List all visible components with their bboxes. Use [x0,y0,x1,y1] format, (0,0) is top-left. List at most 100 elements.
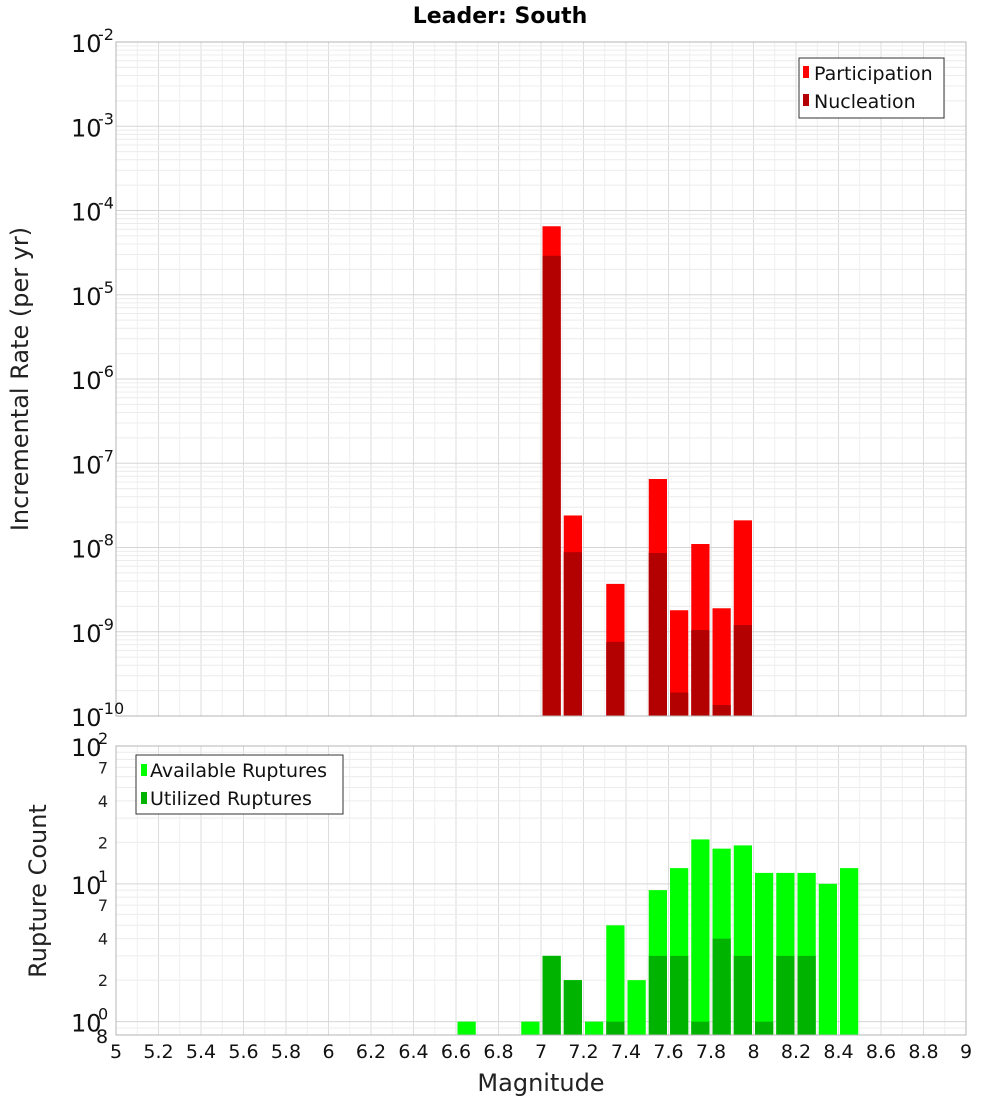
x-tick-label: 8.8 [908,1041,938,1063]
top-y-tick-exponent: -2 [98,25,114,44]
nucleation-bar [606,641,625,716]
utilized-ruptures-bar [712,938,731,1035]
top-y-tick-exponent: -3 [98,109,114,128]
bottom-legend-box [135,754,344,815]
available-ruptures-bar [521,1021,540,1035]
legend-swatch-nucleation [803,94,809,106]
utilized-ruptures-bar [755,1021,774,1035]
legend-swatch-available [141,764,147,776]
x-tick-label: 6.6 [441,1041,471,1063]
x-tick-label: 8.4 [823,1041,853,1063]
bottom-bars [457,839,859,1035]
utilized-ruptures-bar [670,955,689,1035]
x-tick-label: 7.6 [653,1041,683,1063]
nucleation-bar [542,255,561,716]
top-y-tick-exponent: -6 [98,362,114,381]
x-tick-label: 6.2 [356,1041,386,1063]
top-y-tick-label: 10 [71,30,102,58]
top-y-tick-exponent: -9 [98,615,114,634]
x-axis-label: Magnitude [477,1069,604,1097]
utilized-ruptures-bar [691,1021,710,1035]
available-ruptures-bar [840,868,859,1035]
available-ruptures-bar [691,839,710,1035]
x-tick-label: 5.4 [186,1041,216,1063]
top-legend-box [798,57,945,119]
legend-label-participation: Participation [814,63,933,85]
x-tick-label: 6 [322,1041,334,1063]
nucleation-bar [648,553,667,716]
nucleation-bar [733,625,752,716]
bottom-y-minor-tick-label: 2 [98,971,108,990]
legend-swatch-participation [803,66,809,78]
utilized-ruptures-bar [733,955,752,1035]
top-y-tick-exponent: -7 [98,446,114,465]
participation-bar [670,610,689,716]
utilized-ruptures-bar [563,980,582,1035]
legend-swatch-utilized [141,792,147,804]
top-y-tick-exponent: -10 [98,699,124,718]
bottom-y-minor-tick-label: 8 [96,1026,108,1048]
available-ruptures-bar [457,1021,476,1035]
available-ruptures-bar [627,980,646,1035]
x-tick-label: 8 [747,1041,759,1063]
x-tick-label: 9 [960,1041,972,1063]
x-tick-label: 5.8 [271,1041,301,1063]
available-ruptures-bar [755,872,774,1035]
top-bars [542,226,752,716]
bottom-y-tick-label: 10 [71,872,102,900]
legend-label-available: Available Ruptures [150,760,327,782]
bottom-y-minor-tick-label: 4 [98,930,108,949]
x-tick-label: 5 [110,1041,122,1063]
x-tick-label: 8.2 [781,1041,811,1063]
x-tick-label: 7.2 [568,1041,598,1063]
bottom-y-tick-exponent: 2 [98,729,108,748]
bottom-y-tick-label: 10 [71,1010,102,1038]
available-ruptures-bar [585,1021,604,1035]
top-y-tick-exponent: -8 [98,531,114,550]
bottom-legend: Available Ruptures Utilized Ruptures [135,754,344,815]
utilized-ruptures-bar [542,955,561,1035]
top-y-tick-label: 10 [71,199,102,227]
x-tick-label: 7.4 [611,1041,641,1063]
bottom-y-minor-tick-label: 7 [98,758,108,777]
nucleation-bar [563,552,582,716]
top-gridlines [115,42,967,717]
top-y-tick-exponent: -5 [98,278,114,297]
available-ruptures-bar [818,883,837,1035]
utilized-ruptures-bar [776,955,795,1035]
bottom-y-minor-tick-label: 7 [98,896,108,915]
bottom-plot-frame [115,745,967,1036]
nucleation-bar [691,629,710,716]
top-y-tick-label: 10 [71,283,102,311]
x-tick-label: 6.4 [398,1041,428,1063]
bottom-y-axis-label: Rupture Count [24,804,52,978]
top-y-tick-label: 10 [71,536,102,564]
utilized-ruptures-bar [797,955,816,1035]
top-plot-frame [115,41,967,717]
top-y-tick-label: 10 [71,114,102,142]
chart-title: Leader: South [413,4,588,29]
top-legend: Participation Nucleation [798,57,945,119]
x-tick-label: 7.8 [696,1041,726,1063]
utilized-ruptures-bar [648,955,667,1035]
top-y-tick-label: 10 [71,704,102,732]
bottom-y-tick-exponent: 0 [98,1005,108,1024]
nucleation-bar [670,692,689,716]
utilized-ruptures-bar [606,1021,625,1035]
bottom-y-tick-exponent: 1 [98,867,108,886]
participation-bar [712,608,731,716]
nucleation-bar [712,705,731,716]
x-tick-label: 8.6 [866,1041,896,1063]
top-y-axis-label: Incremental Rate (per yr) [6,227,34,531]
bottom-y-minor-tick-label: 4 [98,792,108,811]
x-tick-label: 5.2 [143,1041,173,1063]
bottom-y-minor-tick-label: 2 [98,833,108,852]
top-y-tick-label: 10 [71,367,102,395]
x-tick-label: 6.8 [483,1041,513,1063]
top-y-tick-label: 10 [71,620,102,648]
x-tick-label: 7 [535,1041,547,1063]
top-y-tick-label: 10 [71,451,102,479]
